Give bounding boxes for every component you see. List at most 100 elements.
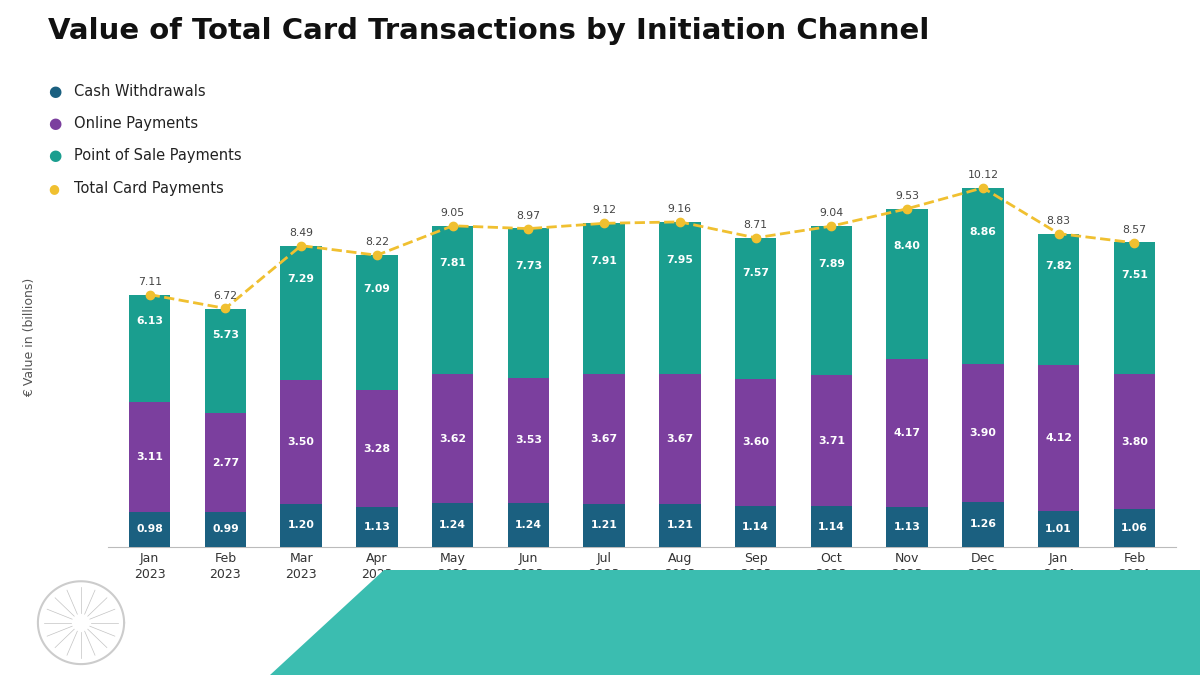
Text: 3.60: 3.60 — [742, 437, 769, 448]
Bar — [1038, 511, 1080, 547]
Bar — [204, 512, 246, 547]
Text: Point of Sale Payments: Point of Sale Payments — [74, 148, 242, 163]
Text: 3.80: 3.80 — [1121, 437, 1147, 447]
Bar — [128, 512, 170, 547]
Text: Eurosystem: Eurosystem — [65, 649, 126, 659]
Text: 6.72: 6.72 — [214, 291, 238, 300]
Text: 8.22: 8.22 — [365, 238, 389, 248]
Text: Value of Total Card Transactions by Initiation Channel: Value of Total Card Transactions by Init… — [48, 17, 929, 45]
Text: 7.82: 7.82 — [1045, 261, 1072, 271]
Text: 1.14: 1.14 — [818, 522, 845, 531]
Text: 1.13: 1.13 — [894, 522, 920, 532]
Text: 3.11: 3.11 — [137, 452, 163, 462]
Text: 0.98: 0.98 — [137, 524, 163, 535]
Bar — [281, 246, 322, 380]
Text: 9.53: 9.53 — [895, 191, 919, 201]
Bar — [734, 379, 776, 506]
Text: 5.73: 5.73 — [212, 330, 239, 340]
Text: ●: ● — [48, 182, 59, 195]
Text: 1.24: 1.24 — [439, 520, 466, 530]
Bar — [1114, 509, 1156, 547]
Bar — [962, 364, 1003, 502]
Bar — [887, 209, 928, 359]
Bar — [1114, 242, 1156, 375]
Text: 8.57: 8.57 — [1122, 225, 1146, 235]
Bar — [204, 308, 246, 413]
Text: 3.62: 3.62 — [439, 433, 467, 443]
Text: 9.05: 9.05 — [440, 208, 464, 218]
Text: 7.57: 7.57 — [742, 268, 769, 278]
Text: Cash Withdrawals: Cash Withdrawals — [74, 84, 206, 99]
Text: 3.50: 3.50 — [288, 437, 314, 447]
Text: 3.67: 3.67 — [666, 434, 694, 443]
Text: 7.73: 7.73 — [515, 261, 542, 271]
Text: Statistics release:: Statistics release: — [371, 613, 584, 632]
Text: 1.20: 1.20 — [288, 520, 314, 531]
Bar — [962, 502, 1003, 547]
Bar — [432, 375, 474, 503]
Text: 8.40: 8.40 — [894, 241, 920, 251]
Bar — [1114, 375, 1156, 509]
Bar — [734, 238, 776, 379]
Text: ●: ● — [48, 116, 61, 131]
Text: 2.77: 2.77 — [212, 458, 239, 468]
Bar — [356, 507, 397, 547]
Bar — [887, 359, 928, 507]
Text: Total Card Payments: Total Card Payments — [74, 181, 224, 196]
Bar — [659, 504, 701, 547]
Bar — [1038, 364, 1080, 511]
Text: 1.13: 1.13 — [364, 522, 390, 532]
Text: 3.53: 3.53 — [515, 435, 542, 446]
Bar — [432, 225, 474, 375]
Bar — [962, 188, 1003, 364]
Bar — [583, 223, 625, 374]
Text: Central Bank of Ireland: Central Bank of Ireland — [65, 620, 200, 632]
Text: 6.13: 6.13 — [136, 317, 163, 327]
Bar — [204, 413, 246, 512]
Bar — [356, 255, 397, 390]
Bar — [128, 294, 170, 402]
Bar — [508, 228, 550, 377]
Text: 1.24: 1.24 — [515, 520, 542, 530]
Bar — [810, 506, 852, 547]
Text: 1.26: 1.26 — [970, 519, 996, 529]
Bar — [1038, 234, 1080, 364]
Bar — [659, 222, 701, 374]
Text: 8.86: 8.86 — [970, 227, 996, 237]
Text: 7.91: 7.91 — [590, 256, 618, 266]
Bar — [734, 506, 776, 547]
Text: 7.11: 7.11 — [138, 277, 162, 287]
Text: 1.06: 1.06 — [1121, 523, 1147, 533]
Bar — [432, 503, 474, 547]
Text: ●: ● — [48, 148, 61, 163]
Text: 7.81: 7.81 — [439, 258, 466, 268]
Text: 8.97: 8.97 — [516, 211, 540, 221]
Text: 8.83: 8.83 — [1046, 216, 1070, 225]
Text: Monthly Card Payments February 2024: Monthly Card Payments February 2024 — [560, 613, 973, 632]
Bar — [128, 402, 170, 512]
Text: 3.71: 3.71 — [818, 435, 845, 446]
Bar — [508, 503, 550, 547]
Text: € Value in (billions): € Value in (billions) — [24, 278, 36, 397]
Text: 9.16: 9.16 — [668, 204, 692, 214]
Text: 10.12: 10.12 — [967, 170, 998, 180]
Bar — [583, 374, 625, 504]
Bar — [281, 504, 322, 547]
Text: 9.12: 9.12 — [592, 205, 616, 215]
Text: 4.12: 4.12 — [1045, 433, 1072, 443]
Bar — [508, 377, 550, 503]
Text: 3.28: 3.28 — [364, 443, 390, 454]
Text: 9.04: 9.04 — [820, 209, 844, 218]
Bar — [356, 390, 397, 507]
Text: 1.14: 1.14 — [742, 522, 769, 531]
Text: 8.49: 8.49 — [289, 228, 313, 238]
Text: 3.90: 3.90 — [970, 428, 996, 438]
Text: 7.51: 7.51 — [1121, 271, 1147, 280]
Text: 8.71: 8.71 — [744, 220, 768, 230]
Text: Banc Ceannais na hÉireann: Banc Ceannais na hÉireann — [65, 597, 227, 610]
Text: 7.89: 7.89 — [818, 259, 845, 269]
Text: 4.17: 4.17 — [894, 428, 920, 437]
Bar — [659, 374, 701, 504]
Bar — [810, 227, 852, 375]
Text: 3.67: 3.67 — [590, 434, 618, 443]
